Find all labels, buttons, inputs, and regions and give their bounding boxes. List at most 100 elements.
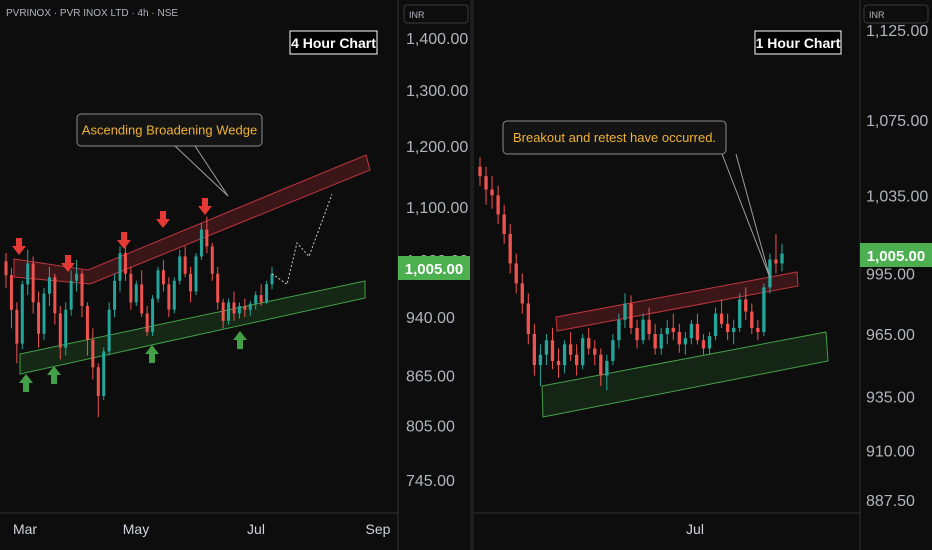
right-price-scale[interactable]: INR 1,125.00 1,075.00 1,035.00 995.00 965.00… bbox=[859, 0, 932, 550]
candle-body bbox=[683, 338, 688, 345]
last-price-label: 1,005.00 bbox=[405, 261, 463, 278]
candle-body bbox=[134, 284, 138, 303]
candle-body bbox=[581, 338, 585, 366]
panel-divider bbox=[470, 0, 474, 550]
candle-body bbox=[544, 340, 549, 355]
candle-body bbox=[172, 280, 176, 310]
y-tick-label: 865.00 bbox=[406, 368, 455, 385]
candle-body bbox=[270, 273, 274, 285]
up-arrow-icon bbox=[19, 374, 33, 392]
candle-body bbox=[20, 284, 24, 344]
candle-body bbox=[478, 166, 482, 177]
candle-body bbox=[178, 256, 182, 281]
candle-body bbox=[617, 319, 621, 341]
candle-body bbox=[64, 309, 68, 348]
projection-line bbox=[271, 194, 333, 286]
candle-body bbox=[58, 313, 62, 348]
candle-body bbox=[85, 306, 89, 340]
candle-body bbox=[123, 253, 127, 274]
x-tick-label: Jul bbox=[247, 521, 265, 537]
candle-body bbox=[623, 303, 627, 320]
candle-body bbox=[520, 283, 524, 304]
down-arrow-icon bbox=[12, 238, 26, 255]
candle-body bbox=[725, 323, 730, 333]
annotation-text: Breakout and retest have occurred. bbox=[513, 130, 716, 145]
candle-body bbox=[183, 256, 187, 274]
candle-body bbox=[774, 259, 778, 264]
left-chart-panel[interactable]: PVRINOX · PVR INOX LTD · 4h · NSE 4 Hour… bbox=[0, 8, 398, 537]
last-price-label: 1,005.00 bbox=[867, 248, 925, 265]
down-arrow-icon bbox=[61, 255, 75, 272]
currency-label: INR bbox=[409, 10, 425, 20]
annotation-box bbox=[502, 120, 727, 155]
candle-body bbox=[248, 303, 252, 310]
right-chart-panel[interactable]: 1 Hour Chart Breakout and retest have oc… bbox=[474, 30, 860, 537]
candle-body bbox=[707, 336, 712, 349]
candle-body bbox=[216, 273, 220, 303]
candle-body bbox=[611, 340, 615, 361]
y-tick-label: 1,035.00 bbox=[866, 188, 928, 205]
candle-body bbox=[80, 273, 84, 307]
last-price-badge bbox=[398, 256, 470, 280]
candle-body bbox=[140, 284, 144, 314]
candle-body bbox=[635, 327, 639, 341]
annotation-pointer bbox=[194, 145, 229, 197]
x-tick-label: Sep bbox=[366, 521, 391, 537]
candle-body bbox=[75, 273, 79, 281]
right-chart-title: 1 Hour Chart bbox=[756, 35, 841, 51]
candle-body bbox=[145, 313, 149, 333]
candle-body bbox=[118, 253, 122, 281]
candle-body bbox=[189, 273, 193, 292]
y-tick-label: 1,400.00 bbox=[406, 31, 468, 48]
y-tick-label: 805.00 bbox=[406, 419, 455, 436]
y-tick-label: 1,125.00 bbox=[866, 23, 928, 40]
left-price-scale[interactable]: INR 1,400.001,300.001,200.001,100.001,02… bbox=[397, 0, 470, 550]
candle-body bbox=[641, 319, 645, 341]
candle-body bbox=[151, 298, 155, 333]
candle-body bbox=[91, 339, 95, 368]
candle-body bbox=[9, 275, 13, 310]
annotation-pointer bbox=[721, 153, 771, 279]
candle-body bbox=[677, 332, 681, 345]
candle-body bbox=[562, 344, 567, 366]
y-tick-label: 910.00 bbox=[866, 443, 915, 460]
down-arrow-markers bbox=[12, 198, 212, 272]
candle-body bbox=[647, 319, 651, 335]
candle-body bbox=[665, 327, 669, 335]
up-arrow-markers bbox=[19, 331, 247, 392]
candle-body bbox=[26, 263, 30, 285]
y-tick-label: 940.00 bbox=[406, 310, 455, 327]
candle-body bbox=[490, 189, 494, 196]
candle-body bbox=[42, 293, 46, 334]
x-tick-label: May bbox=[123, 521, 149, 537]
candle-body bbox=[4, 261, 8, 276]
candle-body bbox=[113, 280, 117, 310]
symbol-header: PVRINOX · PVR INOX LTD · 4h · NSE bbox=[6, 8, 178, 19]
down-arrow-icon bbox=[156, 211, 170, 228]
candle-body bbox=[768, 259, 772, 288]
candle-body bbox=[574, 354, 579, 366]
candle-body bbox=[107, 309, 111, 352]
annotation-pointer bbox=[174, 145, 229, 197]
candle-body bbox=[695, 323, 700, 341]
candle-body bbox=[605, 360, 609, 376]
candle-body bbox=[738, 299, 742, 328]
left-chart-title: 4 Hour Chart bbox=[291, 35, 376, 51]
resistance-band bbox=[555, 271, 799, 332]
x-tick-label: Jul bbox=[686, 521, 704, 537]
y-tick-label: 745.00 bbox=[406, 473, 455, 490]
candle-body bbox=[780, 253, 784, 264]
right-candles bbox=[478, 157, 784, 391]
candle-body bbox=[254, 295, 258, 304]
up-arrow-icon bbox=[47, 366, 61, 384]
candle-body bbox=[194, 256, 198, 292]
candle-body bbox=[671, 327, 675, 333]
candle-body bbox=[205, 229, 209, 247]
candle-body bbox=[526, 303, 530, 335]
support-band bbox=[541, 331, 829, 418]
left-title-box bbox=[289, 30, 378, 55]
candle-body bbox=[227, 302, 231, 321]
candle-body bbox=[199, 229, 203, 257]
y-tick-label: 1,300.00 bbox=[406, 83, 468, 100]
candle-body bbox=[744, 299, 748, 312]
